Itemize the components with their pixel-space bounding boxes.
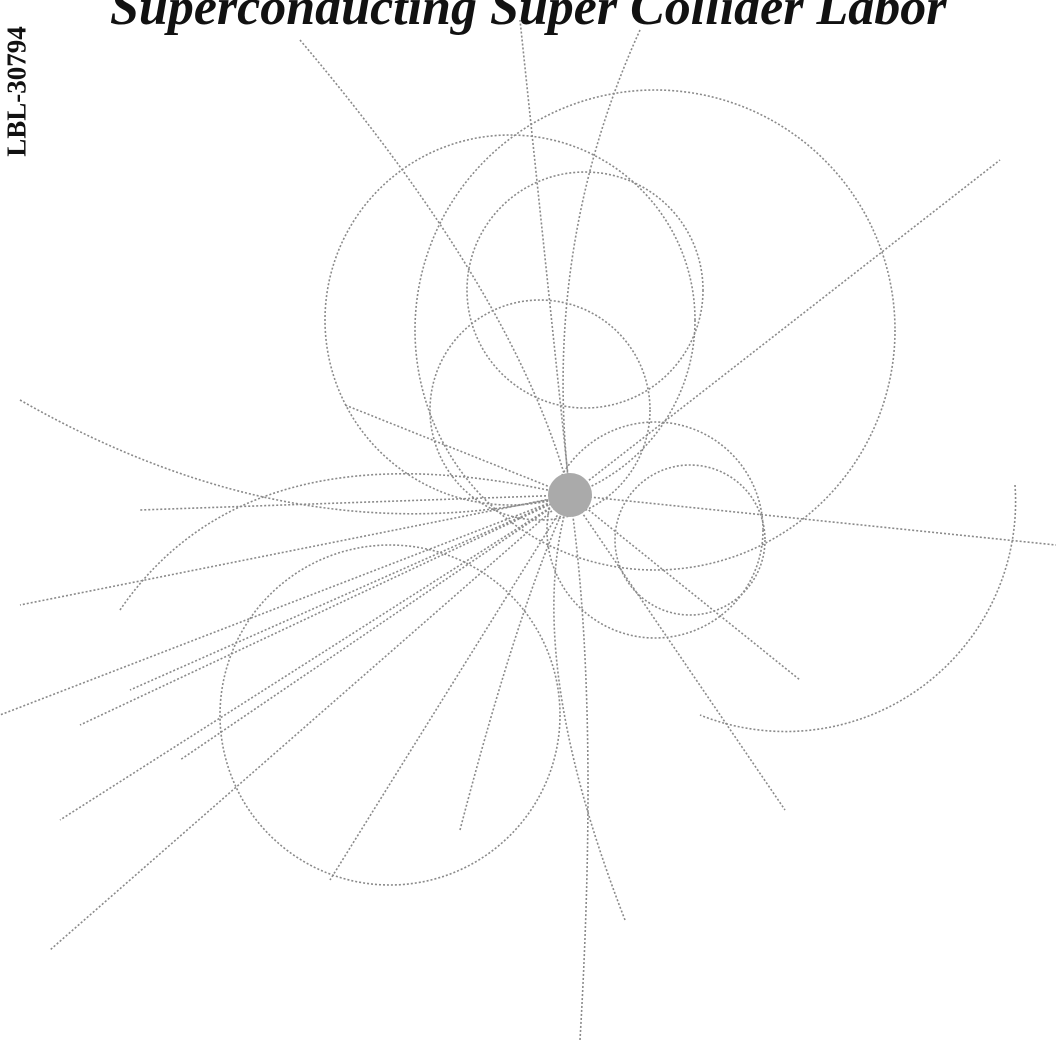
track [562,29,641,496]
track [429,299,651,521]
track [519,19,571,496]
track [414,89,896,571]
track [119,473,571,611]
track [19,399,571,515]
track [219,544,561,886]
track [179,494,571,761]
track [569,494,1056,546]
track [569,159,1001,496]
track [79,494,571,726]
track [329,494,571,881]
track [324,134,696,506]
track [699,484,1017,733]
track [0,494,571,716]
track [546,421,764,639]
track [344,404,571,496]
track [459,494,571,831]
track [569,494,786,811]
track [49,494,571,951]
track [569,494,801,681]
track [299,39,571,496]
track [466,171,704,409]
track [569,494,589,1041]
track [59,494,571,821]
track [19,494,571,606]
track [614,464,766,616]
track [129,494,571,691]
title: Superconducting Super Collider Labor [110,0,947,36]
vertex [548,473,592,517]
